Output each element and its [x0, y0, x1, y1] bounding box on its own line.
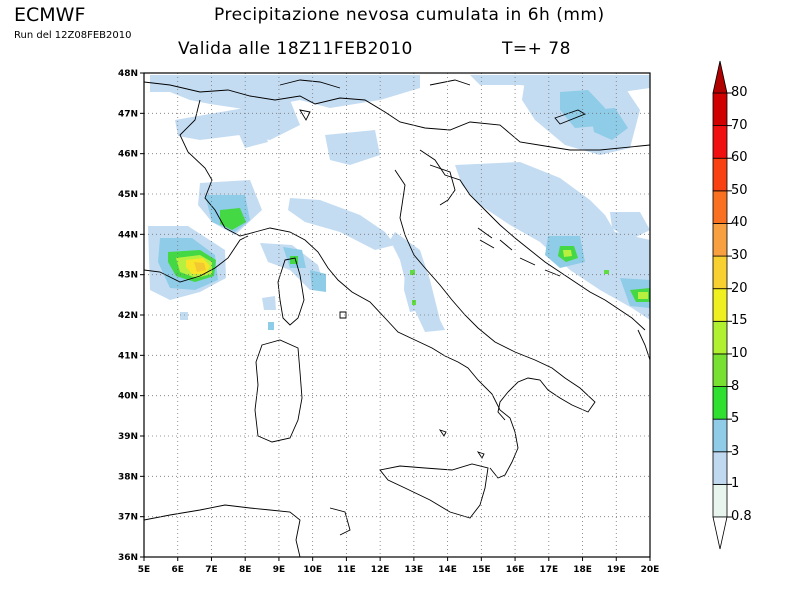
lon-tick-label: 6E [172, 565, 184, 575]
coastline [144, 79, 650, 557]
lat-tick-label: 39N [118, 432, 138, 442]
colorbar [712, 60, 732, 550]
colorbar-swatch [712, 255, 728, 290]
lon-tick-label: 16E [506, 565, 525, 575]
lat-tick-label: 38N [118, 472, 138, 482]
lat-tick-label: 43N [118, 271, 138, 281]
colorbar-label: 40 [731, 215, 748, 231]
lon-tick-label: 11E [337, 565, 356, 575]
lon-tick-label: 13E [405, 565, 424, 575]
lon-tick-label: 5E [138, 565, 150, 575]
lon-tick-label: 8E [239, 565, 251, 575]
lat-tick-label: 36N [118, 553, 138, 563]
model-name: ECMWF [14, 4, 86, 26]
colorbar-label: 5 [731, 411, 740, 427]
lat-tick-label: 44N [118, 230, 138, 240]
colorbar-label: 15 [731, 313, 748, 329]
colorbar-swatch [712, 223, 728, 257]
colorbar-swatch [712, 320, 728, 355]
lat-axis: 36N 37N 38N 39N 40N 41N 42N 43N 44N 45N 46N 47N 48N [118, 69, 144, 563]
colorbar-label: 20 [731, 280, 748, 296]
colorbar-swatch [712, 483, 728, 518]
forecast-step: T=+ 78 [502, 39, 571, 59]
lat-tick-label: 46N [118, 150, 138, 160]
colorbar-swatch [712, 386, 728, 420]
colorbar-label: 80 [731, 85, 748, 100]
lat-tick-label: 45N [118, 190, 138, 200]
colorbar-label: 60 [731, 150, 748, 166]
lat-lon-grid [144, 73, 650, 557]
lon-tick-label: 18E [573, 565, 592, 575]
colorbar-swatch [712, 125, 728, 159]
lon-axis: 5E 6E 7E 8E 9E 10E 11E 12E 13E 14E 15E 16E 17E 18E 19E… [138, 557, 660, 575]
lon-tick-label: 17E [539, 565, 558, 575]
colorbar-swatch [712, 451, 728, 485]
colorbar-label: 70 [731, 117, 748, 133]
colorbar-swatch [712, 353, 728, 387]
lat-tick-label: 47N [118, 109, 138, 119]
lat-tick-label: 37N [118, 513, 138, 523]
colorbar-label: 3 [731, 443, 740, 459]
lon-tick-label: 14E [438, 565, 457, 575]
colorbar-label: 30 [731, 248, 748, 264]
lon-tick-label: 15E [472, 565, 491, 575]
lat-tick-label: 41N [118, 351, 138, 361]
lon-tick-label: 10E [303, 565, 322, 575]
colorbar-label: 0.8 [731, 509, 752, 524]
lat-tick-label: 40N [118, 392, 138, 402]
lon-tick-label: 20E [641, 565, 660, 575]
colorbar-swatch [712, 157, 728, 192]
colorbar-label: 1 [731, 476, 740, 492]
colorbar-label: 50 [731, 182, 748, 198]
snowfall-field [148, 75, 650, 332]
colorbar-lower-arrow [712, 516, 728, 550]
lat-tick-label: 42N [118, 311, 138, 321]
map-title: Precipitazione nevosa cumulata in 6h (mm… [214, 5, 605, 25]
colorbar-swatch [712, 418, 728, 453]
lon-tick-label: 19E [607, 565, 626, 575]
colorbar-swatch [712, 288, 728, 322]
lon-tick-label: 12E [371, 565, 390, 575]
colorbar-swatch [712, 92, 728, 127]
lon-tick-label: 7E [205, 565, 217, 575]
colorbar-upper-arrow [712, 60, 728, 94]
colorbar-label: 10 [731, 345, 748, 361]
valid-time: Valida alle 18Z11FEB2010 [178, 39, 413, 59]
lon-tick-label: 9E [273, 565, 285, 575]
run-label: Run del 12Z08FEB2010 [14, 30, 132, 41]
colorbar-label: 8 [731, 378, 740, 394]
colorbar-swatch [712, 190, 728, 224]
lat-tick-label: 48N [118, 69, 138, 79]
